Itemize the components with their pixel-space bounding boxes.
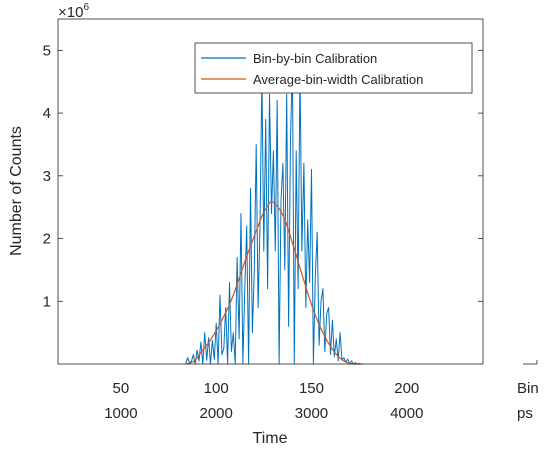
- x-tick-label-ps: 1000: [104, 405, 137, 422]
- secondary-axis-stub: [523, 360, 538, 365]
- y-exponent-label: ×106: [58, 2, 89, 21]
- x-tick-label-ps: 2000: [199, 405, 232, 422]
- y-tick-label: 3: [43, 168, 51, 185]
- x-tick-label-bin: 150: [299, 380, 324, 397]
- x-tick-label-ps: 3000: [295, 405, 328, 422]
- y-axis-title: Number of Counts: [8, 126, 25, 256]
- x-tick-label-bin: 50: [113, 380, 130, 397]
- axes-box: [57, 18, 484, 365]
- x-tick-label-bin: 100: [204, 380, 229, 397]
- axis-layer: 1 2 3 4 5 50 1000 100 2000 150 3000 200 4000: [43, 42, 483, 422]
- x-unit-label-bin: Bin: [517, 380, 539, 397]
- y-tick-label: 1: [43, 293, 51, 310]
- y-tick-label: 5: [43, 42, 51, 59]
- legend-label-bin-by-bin: Bin-by-bin Calibration: [253, 51, 377, 66]
- legend-label-average-bin-width: Average-bin-width Calibration: [253, 72, 423, 87]
- x-unit-label-ps: ps: [517, 405, 533, 422]
- y-tick-label: 2: [43, 231, 51, 248]
- x-tick-label-ps: 4000: [390, 405, 423, 422]
- y-tick-label: 4: [43, 105, 51, 122]
- x-axis-title: Time: [253, 430, 288, 447]
- series-line-bin-by-bin: [185, 62, 363, 365]
- legend-box: [194, 42, 473, 94]
- legend: Bin-by-bin Calibration Average-bin-width…: [194, 42, 473, 94]
- x-tick-label-bin: 200: [394, 380, 419, 397]
- series-layer: [185, 62, 363, 365]
- series-line-average-bin-width: [185, 200, 361, 365]
